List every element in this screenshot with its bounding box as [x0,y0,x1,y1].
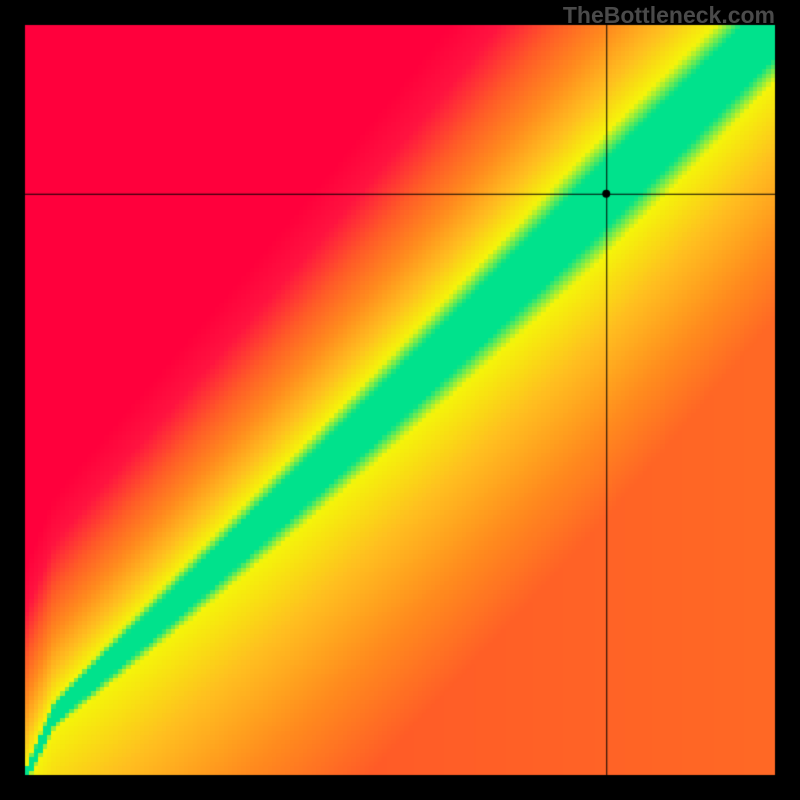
watermark-text: TheBottleneck.com [563,2,775,29]
bottleneck-heatmap [0,0,800,800]
